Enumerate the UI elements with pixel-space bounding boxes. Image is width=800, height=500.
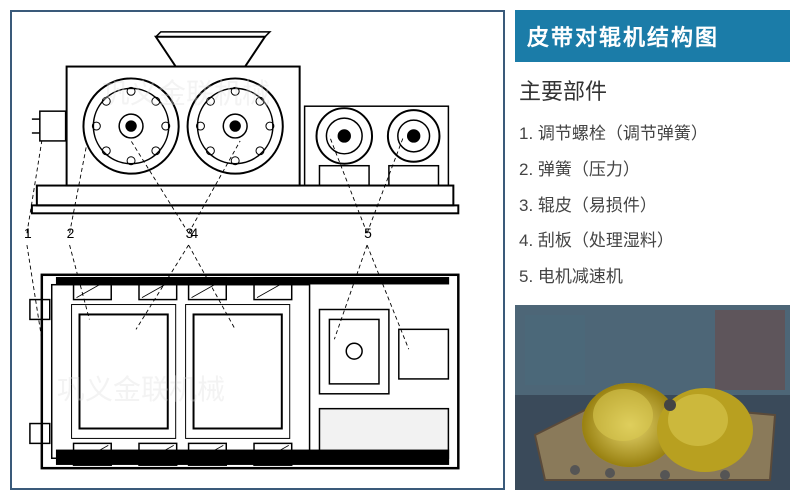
diagram-title: 皮带对辊机结构图 [515,10,790,62]
section-heading: 主要部件 [515,70,790,108]
list-item: 3. 辊皮（易损件） [519,188,790,224]
parts-list: 1. 调节螺栓（调节弹簧） 2. 弹簧（压力） 3. 辊皮（易损件） 4. 刮板… [515,116,790,295]
svg-text:5: 5 [364,225,372,241]
diagram-panel: 巩义金联机械 巩义金联机械 [10,10,505,490]
info-panel: 皮带对辊机结构图 主要部件 1. 调节螺栓（调节弹簧） 2. 弹簧（压力） 3.… [515,10,790,490]
list-item: 1. 调节螺栓（调节弹簧） [519,116,790,152]
svg-text:2: 2 [67,225,75,241]
svg-text:1: 1 [24,225,32,241]
svg-text:4: 4 [191,225,199,241]
component-photo [515,305,790,490]
technical-drawing: 12345 [12,12,503,488]
list-item: 4. 刮板（处理湿料） [519,223,790,259]
list-item: 2. 弹簧（压力） [519,152,790,188]
list-item: 5. 电机减速机 [519,259,790,295]
